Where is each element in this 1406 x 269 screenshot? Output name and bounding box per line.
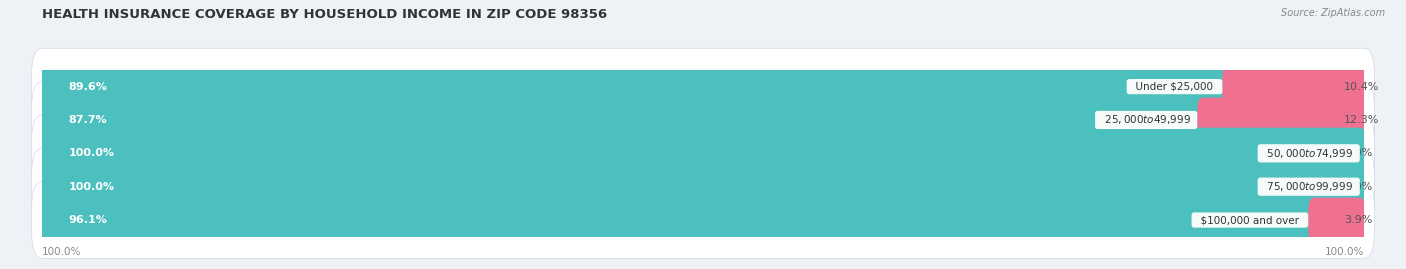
Text: 10.4%: 10.4%	[1344, 82, 1379, 92]
FancyBboxPatch shape	[39, 61, 1229, 112]
Text: 0.0%: 0.0%	[1344, 182, 1372, 192]
Text: 3.9%: 3.9%	[1344, 215, 1372, 225]
FancyBboxPatch shape	[39, 94, 1204, 146]
Text: HEALTH INSURANCE COVERAGE BY HOUSEHOLD INCOME IN ZIP CODE 98356: HEALTH INSURANCE COVERAGE BY HOUSEHOLD I…	[42, 8, 607, 21]
Text: 89.6%: 89.6%	[69, 82, 107, 92]
FancyBboxPatch shape	[1222, 64, 1365, 109]
FancyBboxPatch shape	[39, 194, 1315, 246]
Text: 87.7%: 87.7%	[69, 115, 107, 125]
Text: 100.0%: 100.0%	[42, 247, 82, 257]
FancyBboxPatch shape	[31, 148, 1375, 225]
Text: $100,000 and over: $100,000 and over	[1194, 215, 1306, 225]
FancyBboxPatch shape	[39, 161, 1367, 212]
Text: 12.3%: 12.3%	[1344, 115, 1379, 125]
FancyBboxPatch shape	[1309, 198, 1365, 242]
Text: 100.0%: 100.0%	[1324, 247, 1364, 257]
Text: $75,000 to $99,999: $75,000 to $99,999	[1260, 180, 1357, 193]
Text: 96.1%: 96.1%	[69, 215, 107, 225]
Text: Source: ZipAtlas.com: Source: ZipAtlas.com	[1281, 8, 1385, 18]
FancyBboxPatch shape	[1198, 98, 1365, 142]
FancyBboxPatch shape	[31, 115, 1375, 192]
Text: 100.0%: 100.0%	[69, 148, 115, 158]
FancyBboxPatch shape	[31, 82, 1375, 158]
FancyBboxPatch shape	[31, 182, 1375, 259]
Text: $50,000 to $74,999: $50,000 to $74,999	[1260, 147, 1357, 160]
Text: $25,000 to $49,999: $25,000 to $49,999	[1098, 114, 1195, 126]
FancyBboxPatch shape	[39, 128, 1367, 179]
FancyBboxPatch shape	[31, 48, 1375, 125]
Text: Under $25,000: Under $25,000	[1129, 82, 1220, 92]
Text: 0.0%: 0.0%	[1344, 148, 1372, 158]
Text: 100.0%: 100.0%	[69, 182, 115, 192]
